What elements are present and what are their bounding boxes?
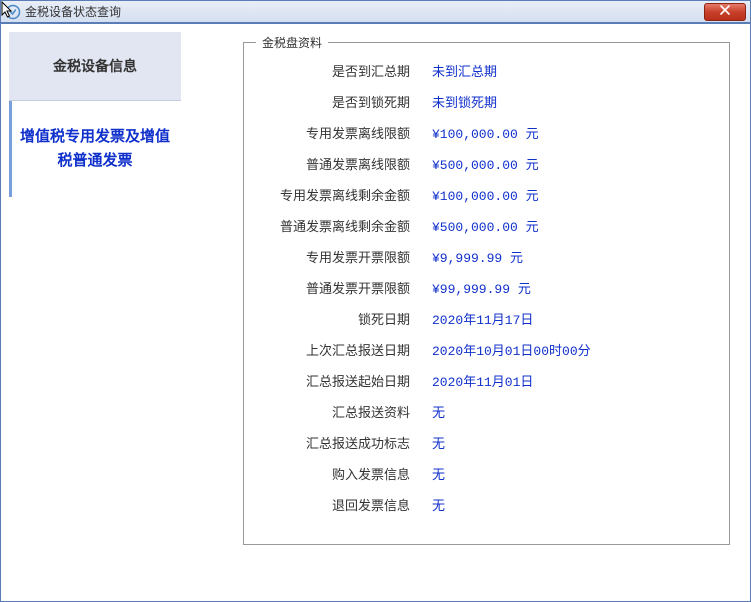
value: ¥9,999.99 元 [432,247,523,266]
label: 普通发票离线剩余金额 [260,216,410,235]
app-icon [5,4,21,20]
close-button[interactable] [704,3,746,21]
fieldset-legend: 金税盘资料 [256,34,328,51]
row-general-offline-limit: 普通发票离线限额 ¥500,000.00 元 [260,154,713,173]
value: ¥100,000.00 元 [432,123,539,142]
window-root: 金税设备状态查询 金税设备信息 增值税专用发票及增值税普通发票 金税盘资料 是否… [0,0,751,602]
sidebar-item-device-info[interactable]: 金税设备信息 [9,32,181,101]
value: 无 [432,464,445,483]
row-special-offline-remain: 专用发票离线剩余金额 ¥100,000.00 元 [260,185,713,204]
label: 专用发票离线限额 [260,123,410,142]
main-panel: 金税盘资料 是否到汇总期 未到汇总期 是否到锁死期 未到锁死期 专用发票离线限额… [181,32,742,593]
value: 未到汇总期 [432,61,497,80]
label: 退回发票信息 [260,495,410,514]
label: 上次汇总报送日期 [260,340,410,359]
row-last-summary-date: 上次汇总报送日期 2020年10月01日00时00分 [260,340,713,359]
row-lock-date: 锁死日期 2020年11月17日 [260,309,713,328]
value: 2020年11月17日 [432,309,533,328]
row-summary-start-date: 汇总报送起始日期 2020年11月01日 [260,371,713,390]
row-returned-invoice: 退回发票信息 无 [260,495,713,514]
label: 锁死日期 [260,309,410,328]
label: 专用发票开票限额 [260,247,410,266]
close-icon [720,5,730,18]
sidebar: 金税设备信息 增值税专用发票及增值税普通发票 [9,32,181,593]
value: 未到锁死期 [432,92,497,111]
titlebar: 金税设备状态查询 [1,1,750,23]
sidebar-item-invoice[interactable]: 增值税专用发票及增值税普通发票 [9,101,181,197]
label: 汇总报送资料 [260,402,410,421]
row-lock-period: 是否到锁死期 未到锁死期 [260,92,713,111]
value: 无 [432,402,445,421]
value: 2020年10月01日00时00分 [432,340,591,359]
value: 无 [432,433,445,452]
label: 普通发票开票限额 [260,278,410,297]
tax-disk-fieldset: 金税盘资料 是否到汇总期 未到汇总期 是否到锁死期 未到锁死期 专用发票离线限额… [243,42,730,545]
row-purchased-invoice: 购入发票信息 无 [260,464,713,483]
value: ¥99,999.99 元 [432,278,531,297]
row-summary-success-flag: 汇总报送成功标志 无 [260,433,713,452]
row-summary-period: 是否到汇总期 未到汇总期 [260,61,713,80]
content-area: 金税设备信息 增值税专用发票及增值税普通发票 金税盘资料 是否到汇总期 未到汇总… [1,23,750,601]
value: ¥100,000.00 元 [432,185,539,204]
value: ¥500,000.00 元 [432,154,539,173]
window-title: 金税设备状态查询 [25,3,704,20]
row-special-issue-limit: 专用发票开票限额 ¥9,999.99 元 [260,247,713,266]
label: 汇总报送成功标志 [260,433,410,452]
row-special-offline-limit: 专用发票离线限额 ¥100,000.00 元 [260,123,713,142]
sidebar-item-label: 增值税专用发票及增值税普通发票 [20,128,170,169]
value: 无 [432,495,445,514]
row-general-issue-limit: 普通发票开票限额 ¥99,999.99 元 [260,278,713,297]
sidebar-item-label: 金税设备信息 [53,58,137,74]
row-summary-data: 汇总报送资料 无 [260,402,713,421]
label: 购入发票信息 [260,464,410,483]
label: 普通发票离线限额 [260,154,410,173]
label: 是否到锁死期 [260,92,410,111]
label: 是否到汇总期 [260,61,410,80]
label: 汇总报送起始日期 [260,371,410,390]
value: 2020年11月01日 [432,371,533,390]
value: ¥500,000.00 元 [432,216,539,235]
label: 专用发票离线剩余金额 [260,185,410,204]
row-general-offline-remain: 普通发票离线剩余金额 ¥500,000.00 元 [260,216,713,235]
